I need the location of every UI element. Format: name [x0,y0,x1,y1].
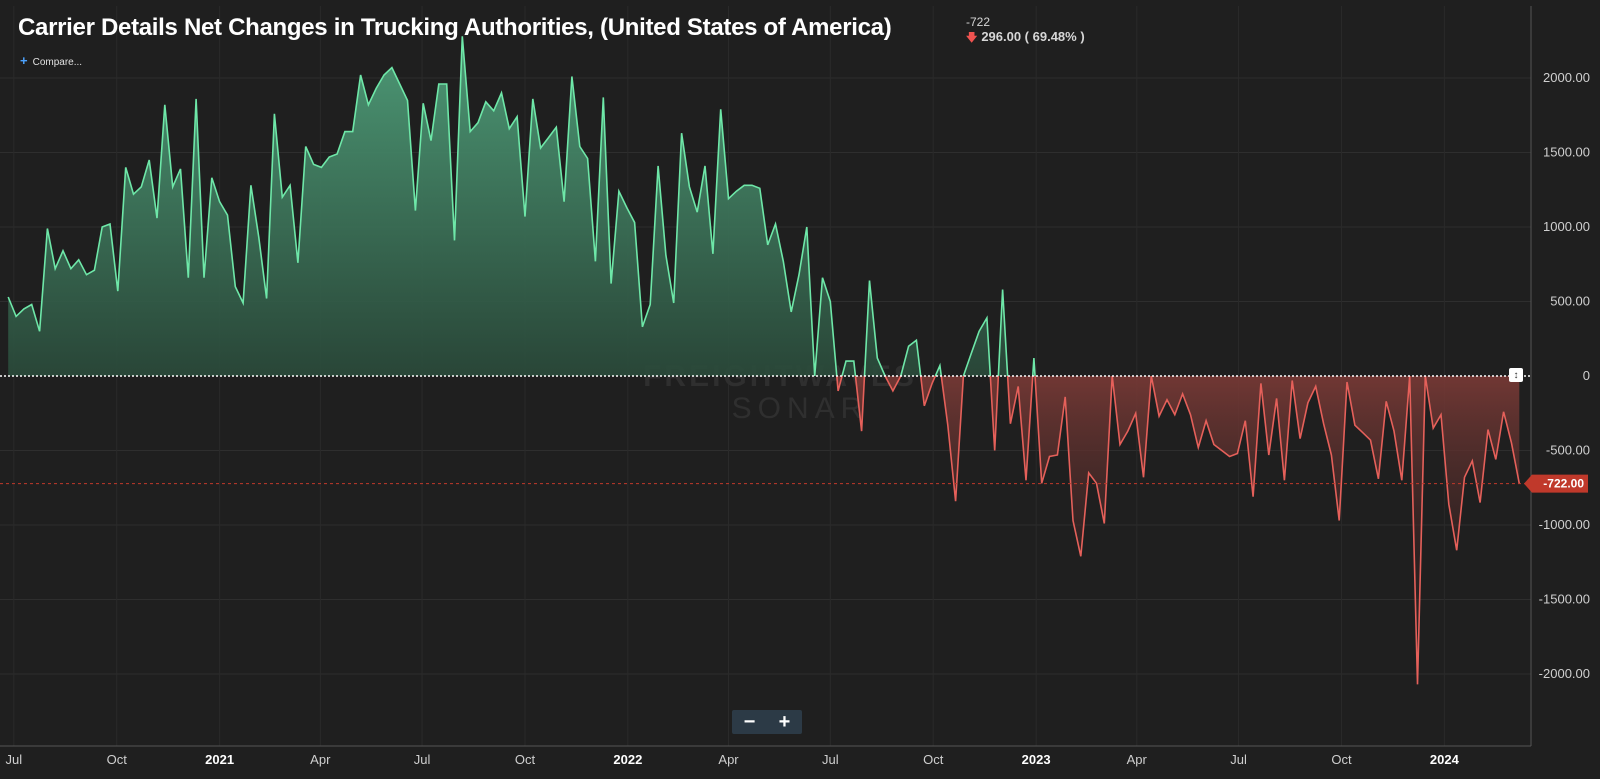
x-tick-label: Jul [6,752,23,767]
last-value-badge: -722.00 [1524,474,1588,493]
y-tick-label: 1000.00 [1543,219,1590,234]
y-tick-label: 0 [1583,368,1590,383]
y-tick-label: -2000.00 [1539,666,1590,681]
y-axis: 2000.00 1500.00 1000.00 500.00 0 -500.00 -1000… [1539,70,1590,681]
y-tick-label: 500.00 [1550,294,1590,309]
zoom-controls: − + [732,710,802,734]
watermark-line2: SONAR [732,392,869,425]
x-tick-label: Oct [107,752,128,767]
zoom-in-button[interactable]: + [778,711,791,733]
x-tick-label: Oct [515,752,536,767]
arrow-down-icon: 🡇 [966,32,978,44]
series-line-negative [813,376,1521,685]
chart-title: Carrier Details Net Changes in Trucking … [18,14,892,41]
x-tick-label: Oct [1331,752,1352,767]
change-value: 296.00 ( 69.48% ) [981,29,1085,44]
positive-area [8,36,1520,376]
x-tick-label: Apr [310,752,331,767]
x-tick-label: Jul [414,752,431,767]
x-tick-label: 2024 [1430,752,1460,767]
y-tick-label: -1000.00 [1539,517,1590,532]
last-value-badge-shape [1524,474,1588,493]
plus-icon: + [20,53,28,68]
last-value: -722 [966,15,991,29]
y-tick-label: -500.00 [1546,443,1590,458]
y-tick-label: -1500.00 [1539,592,1590,607]
series-line-positive [7,36,1427,376]
last-value-badge-text: -722.00 [1543,477,1584,491]
y-tick-label: 1500.00 [1543,145,1590,160]
x-tick-label: 2023 [1022,752,1051,767]
x-tick-label: Apr [1127,752,1148,767]
x-tick-label: 2022 [613,752,642,767]
zoom-out-button[interactable]: − [743,711,756,733]
x-tick-label: Apr [718,752,739,767]
change-indicator: 🡇 296.00 ( 69.48% ) [966,29,1085,48]
compare-label: Compare... [32,57,83,68]
x-tick-label: 2021 [205,752,234,767]
x-tick-label: Jul [822,752,839,767]
x-tick-label: Jul [1230,752,1247,767]
x-tick-label: Oct [923,752,944,767]
scale-drag-handle[interactable]: ↕ [1509,368,1523,382]
negative-area [8,376,1520,685]
y-tick-label: 2000.00 [1543,70,1590,85]
x-axis: Jul Oct 2021 Apr Jul Oct 2022 Apr Jul Oct 2023 Apr J… [6,752,1460,767]
compare-button[interactable]: + Compare... [20,53,82,68]
